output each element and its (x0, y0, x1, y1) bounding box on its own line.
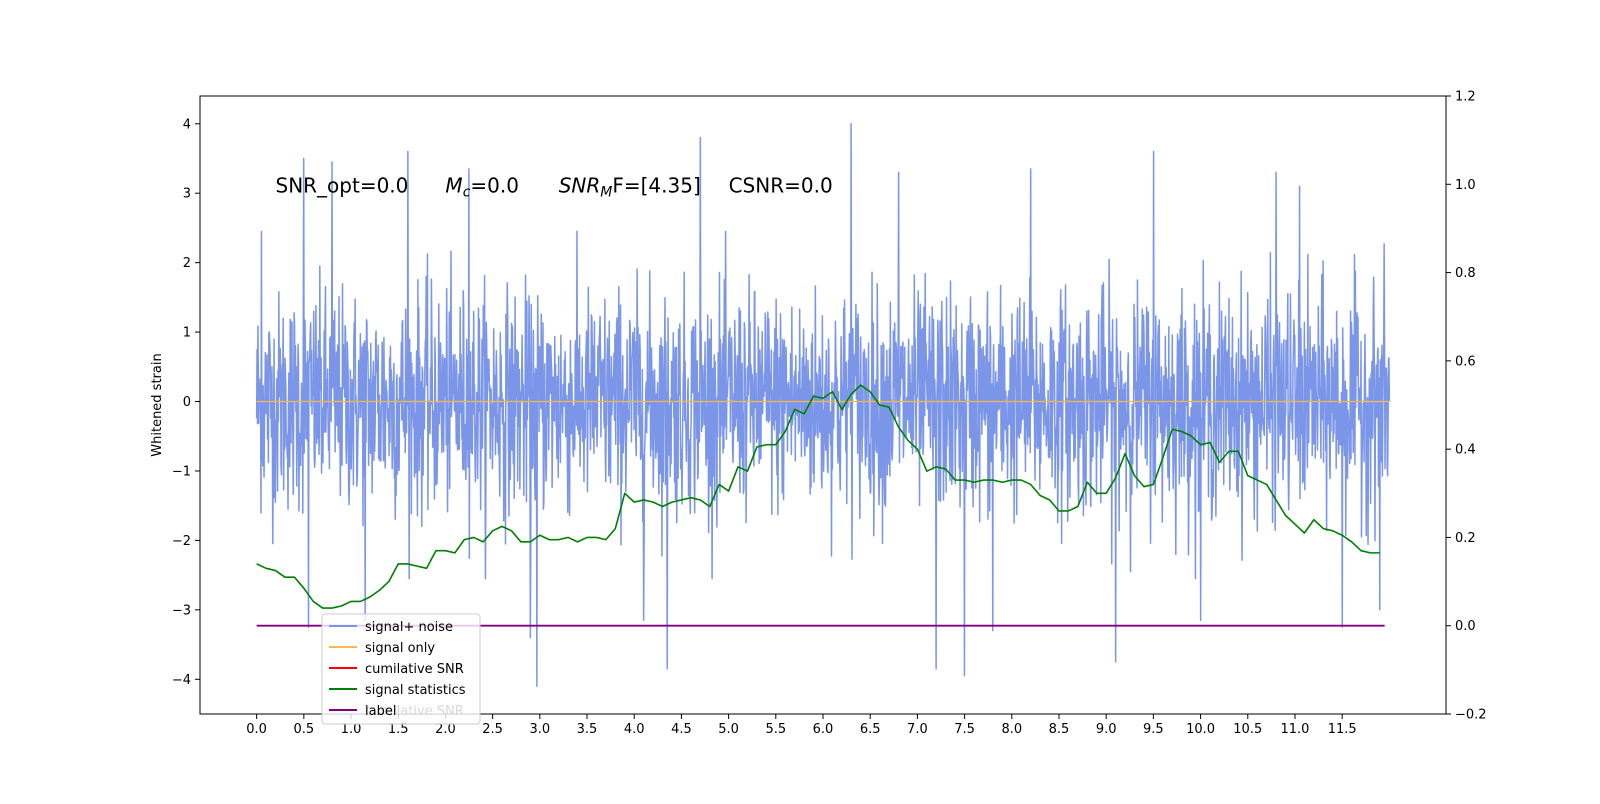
annotation-text: CSNR=0.0 (729, 173, 833, 197)
legend-label: signal+ noise (365, 620, 453, 635)
x-tick-label: 4.0 (624, 722, 645, 737)
x-tick-label: 5.0 (718, 722, 739, 737)
y-tick-label: −4 (172, 673, 191, 688)
x-tick-label: 8.0 (1001, 722, 1022, 737)
legend-label: signal statistics (365, 683, 466, 698)
x-axis: 0.0 0.5 1.0 1.5 2.0 2.5 3.0 3.5 4.0 4.5 5.0 5.5 6.0 6… (246, 714, 1357, 737)
y-tick-label: −2 (172, 534, 191, 549)
y2-tick-label: 0.4 (1455, 443, 1476, 458)
x-tick-label: 5.5 (765, 722, 786, 737)
legend-box (321, 613, 481, 725)
y2-tick-label: 0.6 (1455, 354, 1476, 369)
annotations: SNR_opt=0.0 Mc=0.0 SNRMF=[4.35] CSNR=0.0 (276, 173, 833, 200)
signal-noise-series (255, 123, 1391, 687)
x-tick-label: 6.0 (813, 722, 834, 737)
legend-overlap-text: cumilative SNR (365, 704, 464, 719)
annotation-text: SNR_opt=0.0 (276, 173, 409, 197)
x-tick-label: 1.0 (341, 722, 362, 737)
x-tick-label: 10.0 (1186, 722, 1215, 737)
x-tick-label: 2.5 (482, 722, 503, 737)
annotation-text: Mc=0.0 (445, 173, 519, 200)
signal-statistics-series (256, 384, 1380, 609)
y2-tick-label: 0.0 (1455, 619, 1476, 634)
y-axis-right: −0.2 0.0 0.2 0.4 0.6 0.8 1.0 1.2 (1446, 90, 1487, 723)
x-tick-label: 0.0 (246, 722, 267, 737)
y-tick-label: 1 (183, 326, 191, 341)
y-tick-label: 0 (183, 395, 191, 410)
legend-label: signal only (365, 641, 435, 656)
legend-label: label (365, 704, 396, 719)
x-tick-label: 7.5 (954, 722, 975, 737)
x-tick-label: 3.0 (529, 722, 550, 737)
x-tick-label: 7.0 (907, 722, 928, 737)
x-tick-label: 0.5 (293, 722, 314, 737)
y2-tick-label: 0.8 (1455, 266, 1476, 281)
x-tick-label: 9.0 (1096, 722, 1117, 737)
y2-tick-label: 0.2 (1455, 531, 1476, 546)
x-tick-label: 9.5 (1143, 722, 1164, 737)
x-tick-label: 2.0 (435, 722, 456, 737)
x-tick-label: 1.5 (388, 722, 409, 737)
y-tick-label: 2 (183, 256, 191, 271)
x-tick-label: 8.5 (1049, 722, 1070, 737)
signal-noise-line (255, 123, 1391, 687)
legend: signal+ noise signal only cumilative SNR si… (321, 613, 481, 725)
x-tick-label: 4.5 (671, 722, 692, 737)
y-tick-label: 3 (183, 187, 191, 202)
legend-label: cumilative SNR (365, 662, 464, 677)
x-tick-label: 11.0 (1280, 722, 1309, 737)
y-tick-label: −1 (172, 464, 191, 479)
y-axis-label: Whitened strain (150, 353, 165, 456)
x-tick-label: 3.5 (577, 722, 598, 737)
y-tick-label: 4 (183, 117, 191, 132)
x-tick-label: 6.5 (860, 722, 881, 737)
y2-tick-label: −0.2 (1455, 708, 1487, 723)
y2-tick-label: 1.0 (1455, 178, 1476, 193)
annotation-text: SNRMF=[4.35] (559, 173, 701, 200)
y-tick-label: −3 (172, 603, 191, 618)
x-tick-label: 11.5 (1328, 722, 1357, 737)
y-axis-left: −4 −3 −2 −1 0 1 2 3 4 (172, 117, 200, 688)
signal-statistics-line (256, 384, 1380, 609)
x-tick-label: 10.5 (1233, 722, 1262, 737)
y2-tick-label: 1.2 (1455, 90, 1476, 105)
